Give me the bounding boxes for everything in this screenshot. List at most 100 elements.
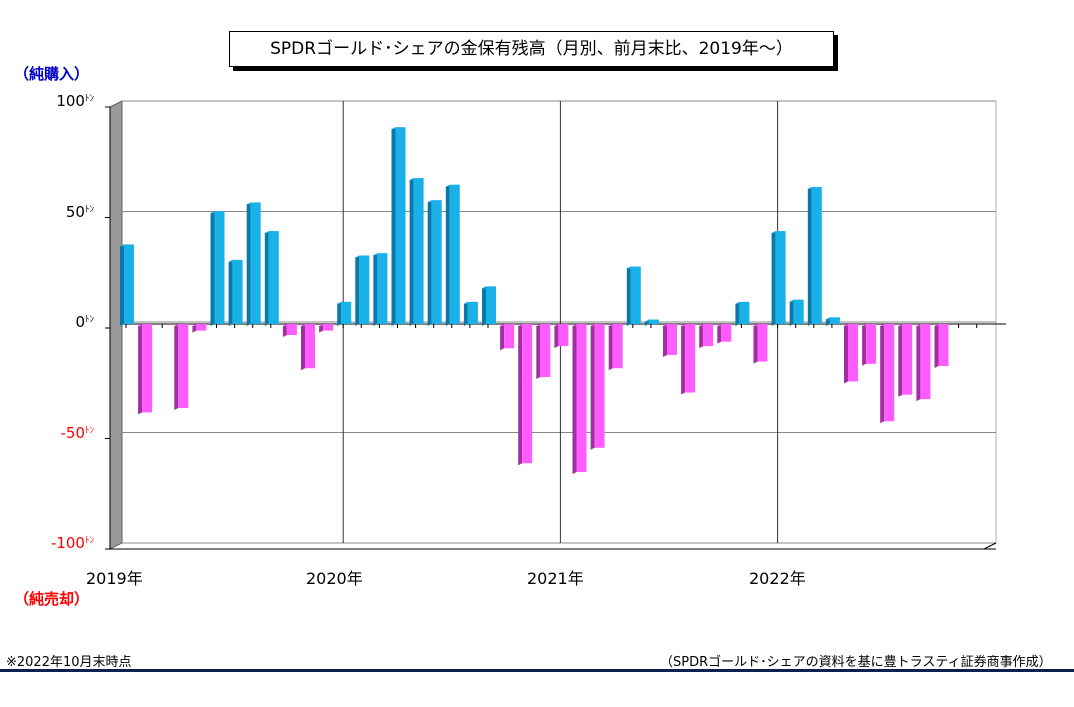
bar-side — [590, 324, 595, 450]
bar-side — [934, 324, 939, 368]
x-tick-label: 2020年 — [306, 569, 363, 588]
bar-cap — [880, 324, 895, 326]
bar-cap — [228, 259, 243, 262]
chart-title: SPDRゴールド･シェアの金保有残高（月別、前月末比、2019年～） — [229, 31, 834, 67]
y-tick-value: -100 — [50, 534, 85, 552]
y-tick-value: 100 — [56, 92, 85, 110]
bar-positive — [449, 184, 460, 324]
bar-positive — [811, 186, 822, 324]
net-sell-label: （純売却） — [14, 590, 90, 608]
bar-positive — [232, 259, 243, 324]
y-tick-unit: ﾄﾝ — [84, 94, 94, 104]
y-tick-label: -100ﾄﾝ — [14, 533, 94, 552]
bar-side — [572, 324, 577, 475]
bar-side — [391, 127, 396, 326]
bar-cap — [445, 184, 460, 187]
y-tick-label: 50ﾄﾝ — [14, 202, 94, 221]
bar-cap — [409, 178, 424, 181]
bar-side — [753, 324, 758, 364]
bar-side — [373, 253, 378, 326]
bar-positive — [359, 255, 370, 324]
bar-cap — [644, 319, 659, 322]
bar-side — [264, 231, 269, 326]
bar-negative — [178, 324, 189, 408]
bar-negative — [196, 324, 207, 331]
bar-negative — [522, 324, 533, 464]
bar-cap — [427, 200, 442, 203]
bar-positive — [648, 319, 659, 324]
y-tick-unit: ﾄﾝ — [84, 315, 94, 325]
bar-cap — [590, 324, 605, 326]
bar-cap — [626, 266, 641, 269]
bar-cap — [192, 324, 207, 326]
bar-positive — [250, 202, 261, 324]
y-tick-label: -50ﾄﾝ — [14, 423, 94, 442]
net-buy-label: （純購入） — [14, 65, 90, 83]
bar-side — [210, 211, 215, 326]
bottom-divider — [0, 669, 1074, 672]
bar-side — [319, 324, 324, 333]
bar-side — [898, 324, 903, 397]
bar-negative — [504, 324, 515, 349]
y-tick-label: 0ﾄﾝ — [14, 312, 94, 331]
bar-positive — [793, 299, 804, 324]
bar-cap — [246, 202, 261, 205]
bar-negative — [685, 324, 696, 393]
bar-side — [735, 301, 740, 326]
bar-side — [862, 324, 867, 366]
bar-side — [337, 301, 342, 326]
bar-positive — [377, 253, 388, 324]
bar-side — [536, 324, 541, 380]
bar-cap — [138, 324, 153, 326]
bar-cap — [482, 286, 496, 289]
bar-positive — [268, 231, 279, 324]
bar-cap — [789, 299, 804, 302]
bar-side — [482, 286, 486, 326]
bar-cap — [862, 324, 877, 326]
bar-side — [500, 324, 505, 351]
bar-positive — [431, 200, 442, 324]
bar-cap — [210, 211, 225, 214]
bar-side — [518, 324, 523, 466]
bar-cap — [717, 324, 732, 326]
bar-negative — [305, 324, 315, 369]
bar-side — [246, 202, 251, 326]
bar-cap — [463, 301, 478, 304]
bar-cap — [536, 324, 551, 326]
bar-side — [192, 324, 197, 333]
bar-side — [120, 244, 124, 326]
bar-cap — [373, 253, 388, 256]
y-tick-unit: ﾄﾝ — [84, 204, 94, 215]
bar-side — [463, 301, 468, 326]
bar-side — [663, 324, 667, 357]
y-tick-label: 100ﾄﾝ — [14, 91, 94, 110]
bar-cap — [663, 324, 677, 326]
bar-side — [228, 259, 233, 326]
bar-side — [916, 324, 921, 402]
bar-positive — [829, 317, 840, 324]
bar-negative — [757, 324, 768, 362]
bar-cap — [337, 301, 352, 304]
bar-cap — [264, 231, 279, 234]
footnote-date: ※2022年10月末時点 — [6, 655, 132, 670]
bar-positive — [413, 178, 424, 324]
bar-positive — [124, 244, 134, 324]
bar-negative — [558, 324, 569, 347]
bar-negative — [286, 324, 297, 336]
bar-side — [554, 324, 559, 349]
bar-side — [445, 184, 450, 326]
bar-cap — [174, 324, 189, 326]
bar-side — [174, 324, 179, 410]
bar-negative — [612, 324, 623, 369]
bar-negative — [594, 324, 605, 448]
bar-cap — [282, 324, 297, 326]
bar-negative — [884, 324, 895, 422]
bar-cap — [735, 301, 750, 304]
bar-cap — [120, 244, 134, 247]
bar-cap — [319, 324, 334, 326]
bar-side — [699, 324, 704, 349]
y-tick-unit: ﾄﾝ — [84, 536, 94, 546]
floor-line-side — [983, 542, 997, 550]
bar-side — [825, 317, 830, 326]
bar-cap — [518, 324, 533, 326]
